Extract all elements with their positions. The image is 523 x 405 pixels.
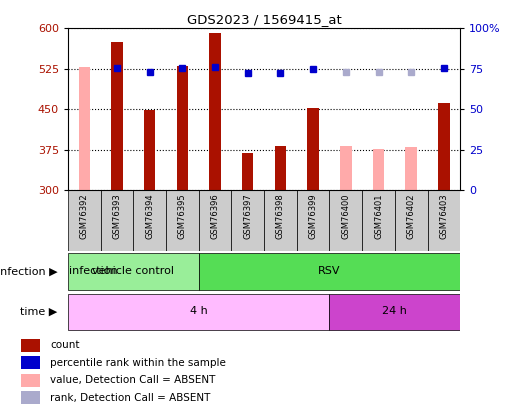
- Bar: [68, 253, 199, 290]
- Bar: [199, 253, 460, 290]
- Bar: [373, 149, 384, 190]
- Bar: [78, 67, 90, 190]
- Bar: [405, 147, 417, 190]
- Bar: [100, 190, 133, 251]
- Bar: [209, 33, 221, 190]
- Bar: [177, 66, 188, 190]
- Bar: [199, 190, 231, 251]
- Bar: [395, 190, 428, 251]
- Bar: [428, 190, 460, 251]
- Text: infection ▶: infection ▶: [0, 266, 58, 276]
- Bar: [144, 111, 155, 190]
- Text: 24 h: 24 h: [382, 306, 407, 316]
- Bar: [21, 374, 40, 387]
- Bar: [329, 190, 362, 251]
- Bar: [231, 190, 264, 251]
- Bar: [68, 294, 329, 330]
- Text: GSM76398: GSM76398: [276, 194, 285, 239]
- Text: count: count: [50, 340, 79, 350]
- Bar: [133, 190, 166, 251]
- Text: GSM76403: GSM76403: [439, 194, 448, 239]
- Text: GSM76392: GSM76392: [80, 194, 89, 239]
- Text: GSM76401: GSM76401: [374, 194, 383, 239]
- Bar: [242, 153, 254, 190]
- Bar: [21, 339, 40, 352]
- Bar: [438, 103, 450, 190]
- Bar: [111, 42, 123, 190]
- Text: GSM76397: GSM76397: [243, 194, 252, 239]
- Bar: [340, 146, 351, 190]
- Bar: [264, 190, 297, 251]
- Bar: [166, 190, 199, 251]
- Text: percentile rank within the sample: percentile rank within the sample: [50, 358, 226, 368]
- Text: GSM76395: GSM76395: [178, 194, 187, 239]
- Text: GSM76393: GSM76393: [112, 194, 121, 239]
- Bar: [68, 190, 100, 251]
- Bar: [21, 356, 40, 369]
- Text: rank, Detection Call = ABSENT: rank, Detection Call = ABSENT: [50, 393, 211, 403]
- Bar: [308, 108, 319, 190]
- Text: GSM76402: GSM76402: [407, 194, 416, 239]
- Text: vehicle control: vehicle control: [93, 266, 174, 275]
- Text: GSM76399: GSM76399: [309, 194, 317, 239]
- Bar: [329, 294, 460, 330]
- Text: GSM76394: GSM76394: [145, 194, 154, 239]
- Bar: [275, 145, 286, 190]
- Text: infection: infection: [69, 266, 117, 275]
- Text: RSV: RSV: [318, 266, 341, 275]
- Text: 4 h: 4 h: [190, 306, 208, 316]
- Text: value, Detection Call = ABSENT: value, Detection Call = ABSENT: [50, 375, 215, 385]
- Bar: [21, 391, 40, 404]
- Bar: [362, 190, 395, 251]
- Bar: [297, 190, 329, 251]
- Text: time ▶: time ▶: [20, 307, 58, 317]
- Title: GDS2023 / 1569415_at: GDS2023 / 1569415_at: [187, 13, 342, 26]
- Text: GSM76400: GSM76400: [342, 194, 350, 239]
- Text: GSM76396: GSM76396: [211, 194, 220, 239]
